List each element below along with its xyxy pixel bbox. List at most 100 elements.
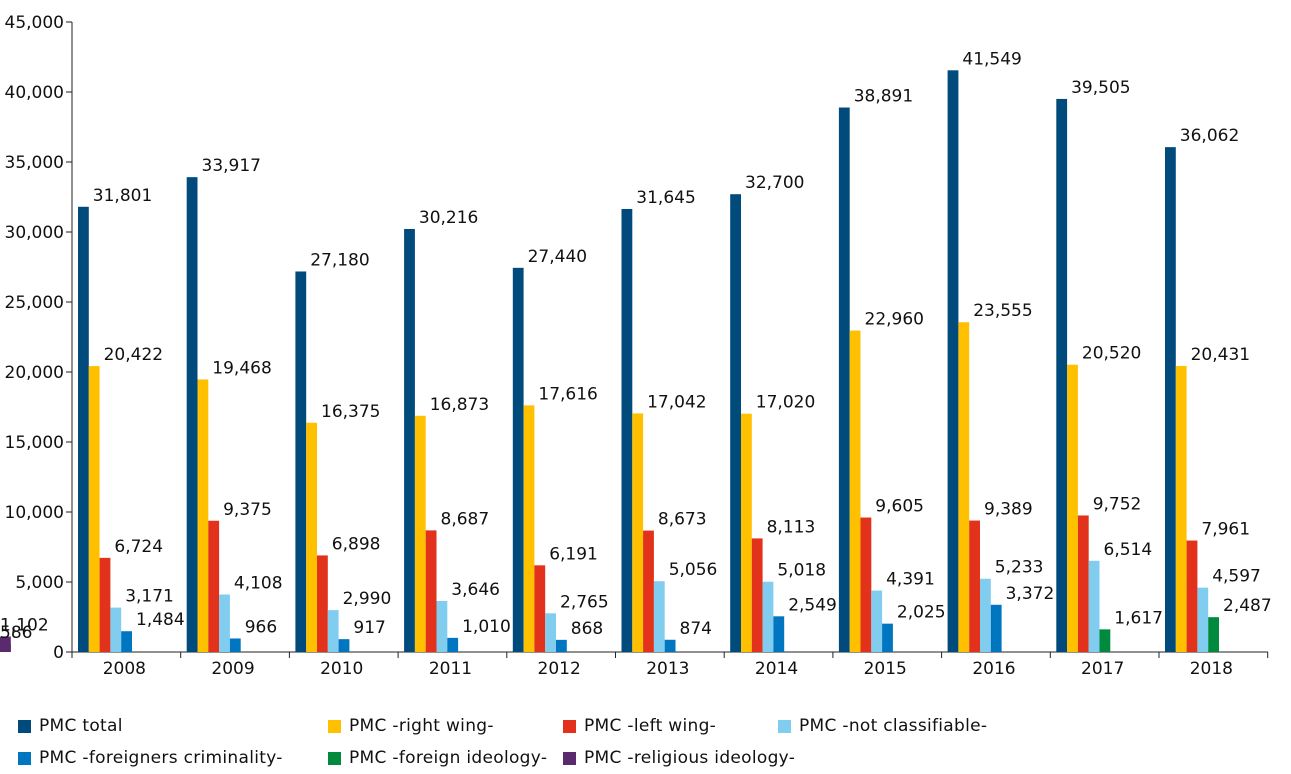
y-tick-label: 20,000 — [5, 363, 64, 383]
data-label-2012-series-4: 868 — [571, 619, 603, 639]
data-label-2018-series-5: 2,487 — [1223, 596, 1272, 616]
bar-2012-series-4 — [556, 639, 567, 652]
bar-2016-series-0 — [947, 70, 959, 652]
y-tick-label: 15,000 — [5, 433, 64, 453]
legend-label: PMC -not classifiable- — [799, 716, 988, 736]
bar-2008-series-4 — [121, 631, 132, 652]
bar-2018-series-2 — [1186, 540, 1198, 652]
y-tick-label: 0 — [53, 643, 64, 663]
x-tick-label-2016: 2016 — [972, 659, 1015, 679]
legend-swatch — [563, 751, 576, 765]
bar-2017-series-1 — [1067, 364, 1078, 652]
data-label-2012-series-0: 27,440 — [528, 247, 587, 267]
bar-2014-series-3 — [762, 581, 774, 652]
x-tick-label-2008: 2008 — [103, 659, 146, 679]
y-axis: 0 5,000 10,000 15,000 20,000 25,000 30,000 35,0… — [5, 13, 73, 663]
bar-2009-series-4 — [229, 638, 241, 652]
bar-2009-series-2 — [208, 520, 220, 652]
bar-2016-series-3 — [980, 578, 991, 652]
legend-item-series-2: PMC -left wing- — [563, 712, 716, 740]
x-tick-label-2009: 2009 — [211, 659, 254, 679]
bar-2010-series-0 — [295, 271, 307, 652]
bar-2009-series-1 — [197, 379, 209, 652]
data-label-2013-series-4: 874 — [680, 619, 712, 639]
bar-2013-series-2 — [643, 530, 654, 652]
x-tick-label-2015: 2015 — [864, 659, 907, 679]
bar-2015-series-2 — [860, 517, 872, 652]
data-label-2010-series-3: 2,990 — [343, 589, 392, 609]
legend-label: PMC -left wing- — [584, 716, 717, 736]
data-label-2008-series-2: 6,724 — [114, 537, 163, 557]
bar-2018-series-3 — [1197, 587, 1209, 652]
bar-2010-series-1 — [306, 422, 317, 652]
data-label-2010-series-2: 6,898 — [332, 534, 381, 554]
data-label-2010-series-4: 917 — [353, 618, 385, 638]
legend-swatch — [563, 719, 576, 733]
bar-2010-series-3 — [327, 610, 339, 652]
data-label-2015-series-0: 38,891 — [854, 87, 913, 107]
bar-2016-series-2 — [969, 520, 980, 652]
data-label-2018-series-3: 4,597 — [1212, 567, 1261, 587]
data-label-2009-series-2: 9,375 — [223, 500, 272, 520]
data-label-2017-series-0: 39,505 — [1071, 78, 1130, 98]
data-label-2011-series-4: 1,010 — [462, 617, 511, 637]
legend-swatch — [18, 719, 31, 733]
data-label-2012-series-1: 17,616 — [538, 384, 597, 404]
legend-label: PMC -foreign ideology- — [349, 748, 548, 768]
legend-item-series-1: PMC -right wing- — [328, 712, 494, 740]
data-label-2018-series-2: 7,961 — [1201, 520, 1250, 540]
y-tick-label: 25,000 — [5, 293, 64, 313]
data-label-2017-series-1: 20,520 — [1082, 344, 1141, 364]
bar-2015-series-0 — [838, 107, 850, 652]
bar-2017-series-5 — [1099, 629, 1111, 652]
data-label-2016-series-0: 41,549 — [962, 49, 1021, 69]
bar-2017-series-2 — [1077, 515, 1089, 652]
data-label-2013-series-2: 8,673 — [658, 510, 707, 530]
data-label-2018-series-0: 36,062 — [1180, 126, 1239, 146]
data-label-2008-series-0: 31,801 — [93, 186, 152, 206]
data-label-2013-series-0: 31,645 — [636, 188, 695, 208]
y-tick-label: 45,000 — [5, 13, 64, 33]
bar-2014-series-1 — [741, 413, 752, 652]
data-label-2013-series-1: 17,042 — [647, 392, 706, 412]
data-label-2014-series-3: 5,018 — [777, 561, 826, 581]
data-label-2008-series-4: 1,484 — [136, 610, 185, 630]
x-tick-label-2012: 2012 — [538, 659, 581, 679]
bar-2008-series-0 — [78, 206, 89, 652]
x-tick-label-2013: 2013 — [646, 659, 689, 679]
bar-2008-series-3 — [110, 607, 122, 652]
legend-item-series-0: PMC total — [18, 712, 123, 740]
data-label-2015-series-4: 2,025 — [897, 603, 946, 623]
bar-2013-series-0 — [621, 208, 633, 652]
data-label-2017-series-2: 9,752 — [1093, 494, 1142, 514]
legend-swatch — [328, 719, 341, 733]
data-label-2017-series-5: 1,617 — [1114, 608, 1163, 628]
bar-2015-series-4 — [882, 623, 893, 652]
bar-2013-series-3 — [653, 581, 665, 652]
bar-2018-series-6 — [0, 643, 11, 652]
legend-label: PMC -religious ideology- — [584, 748, 796, 768]
y-tick-label: 40,000 — [5, 83, 64, 103]
x-tick-label-2010: 2010 — [320, 659, 363, 679]
data-label-2010-series-1: 16,375 — [321, 402, 380, 422]
bars — [0, 70, 1219, 653]
data-label-2013-series-3: 5,056 — [669, 560, 718, 580]
data-label-2009-series-3: 4,108 — [234, 573, 283, 593]
data-label-2011-series-2: 8,687 — [441, 509, 490, 529]
bar-2016-series-4 — [990, 604, 1002, 652]
legend-label: PMC -right wing- — [349, 716, 494, 736]
data-label-2011-series-0: 30,216 — [419, 208, 478, 228]
legend-swatch — [18, 751, 31, 765]
bar-2012-series-2 — [534, 565, 546, 652]
bar-2018-series-0 — [1165, 147, 1176, 652]
legend-item-series-5: PMC -foreign ideology- — [328, 744, 547, 772]
data-label-2011-series-3: 3,646 — [451, 580, 500, 600]
data-label-2014-series-1: 17,020 — [756, 393, 815, 413]
x-axis: 2008 2009 2010 2011 2012 2013 2014 2015 2016 2017… — [71, 651, 1269, 679]
bar-2017-series-0 — [1056, 98, 1068, 653]
y-tick-label: 10,000 — [5, 503, 64, 523]
data-label-2018-series-6: 586 — [0, 623, 32, 643]
x-tick-label-2011: 2011 — [429, 659, 472, 679]
data-label-2015-series-2: 9,605 — [875, 497, 924, 517]
legend-label: PMC total — [39, 716, 123, 736]
